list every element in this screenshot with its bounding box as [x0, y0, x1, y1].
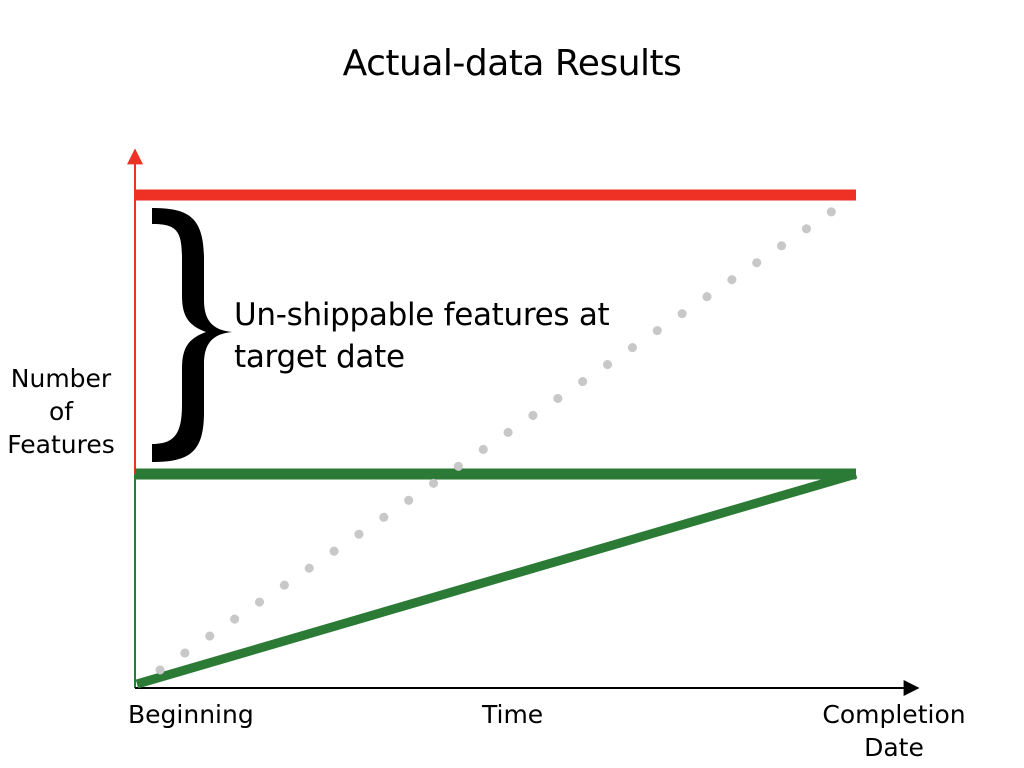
diagram-title: Actual-data Results	[342, 43, 682, 84]
x-axis-title: Time	[482, 700, 544, 729]
x-axis-end-label: Completion Date	[822, 700, 966, 762]
unshippable-annotation: Un-shippable features at target date	[234, 297, 610, 375]
y-axis-label: Number of Features	[7, 364, 115, 459]
curly-brace-icon	[152, 208, 232, 462]
actual-progress-line	[135, 469, 858, 689]
x-axis-start-label: Beginning	[128, 700, 254, 729]
planned-progress-dotted-line	[155, 205, 839, 675]
